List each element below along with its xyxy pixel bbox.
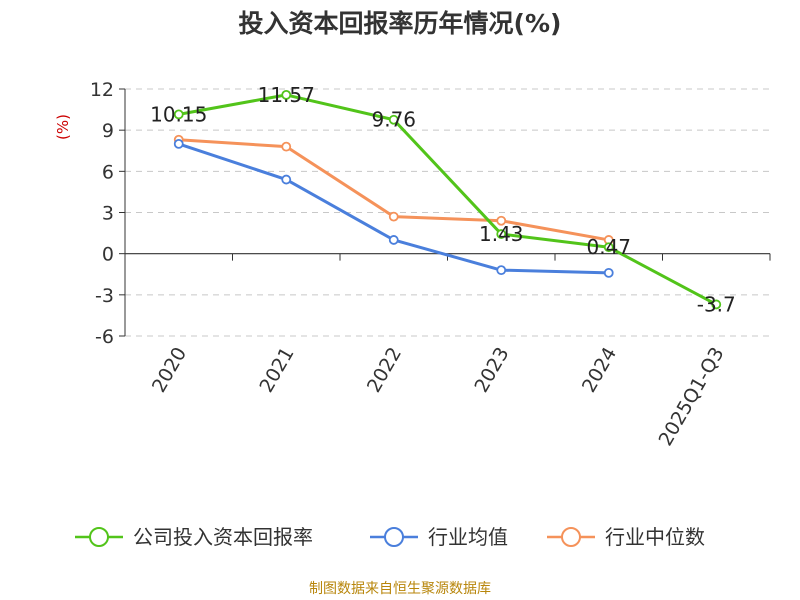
x-tick-label: 2023 [470, 344, 513, 397]
series-points [173, 90, 722, 310]
y-tick-label: 3 [102, 203, 114, 225]
series-point-0 [603, 242, 614, 253]
y-tick-label: 12 [90, 79, 114, 101]
y-tick-label: 0 [102, 244, 114, 266]
data-label: -3.7 [697, 292, 736, 316]
y-tick-label: 9 [102, 120, 114, 142]
legend-label: 行业中位数 [605, 525, 705, 549]
legend-swatch-marker [89, 527, 109, 547]
y-axis-label: (%) [54, 114, 72, 140]
series-point-0 [388, 114, 399, 125]
data-label: 0.47 [586, 235, 631, 259]
x-tick-label: 2020 [148, 344, 191, 397]
series-point-2 [281, 141, 292, 152]
data-label: 10.15 [150, 102, 207, 126]
grid-lines [125, 88, 770, 337]
x-tick-label: 2021 [255, 344, 298, 397]
series-point-1 [388, 235, 399, 245]
legend-label: 行业均值 [428, 525, 508, 549]
legend-swatch-marker [561, 527, 581, 547]
series-point-1 [281, 174, 292, 185]
series-point-1 [173, 138, 184, 149]
data-label: 11.57 [258, 83, 315, 107]
series-point-1 [496, 265, 507, 276]
series-point-0 [496, 229, 507, 239]
data-label: 9.76 [371, 108, 416, 132]
series-point-2 [496, 215, 507, 226]
data-label: 1.43 [479, 222, 524, 246]
legend: 公司投入资本回报率 行业均值 行业中位数 [75, 525, 705, 549]
series-line-2 [178, 138, 610, 242]
series-point-2 [388, 211, 399, 222]
source-note: 制图数据来自恒生聚源数据库 [309, 581, 491, 597]
x-tick-label: 2024 [578, 344, 621, 397]
axes: 12 9 6 3 0 -3 -6 2020 2021 2022 2023 2024 2025Q1-Q3 [90, 79, 771, 450]
series-lines [178, 93, 717, 306]
x-tick-label: 2022 [363, 344, 406, 397]
legend-swatch-marker [384, 527, 404, 547]
y-tick-label: -6 [95, 326, 114, 348]
series-point-0 [281, 90, 292, 100]
legend-label: 公司投入资本回报率 [133, 525, 313, 549]
series-point-0 [173, 109, 184, 120]
series-point-0 [711, 299, 722, 310]
y-tick-label: 6 [102, 161, 114, 183]
series-line-0 [178, 93, 717, 306]
x-tick-label: 2025Q1-Q3 [655, 344, 729, 450]
y-tick-label: -3 [95, 285, 114, 307]
data-labels: 10.15 11.57 9.76 1.43 0.47 -3.7 [150, 83, 736, 317]
series-point-1 [603, 267, 614, 278]
chart-title: 投入资本回报率历年情况(%) [239, 9, 562, 38]
